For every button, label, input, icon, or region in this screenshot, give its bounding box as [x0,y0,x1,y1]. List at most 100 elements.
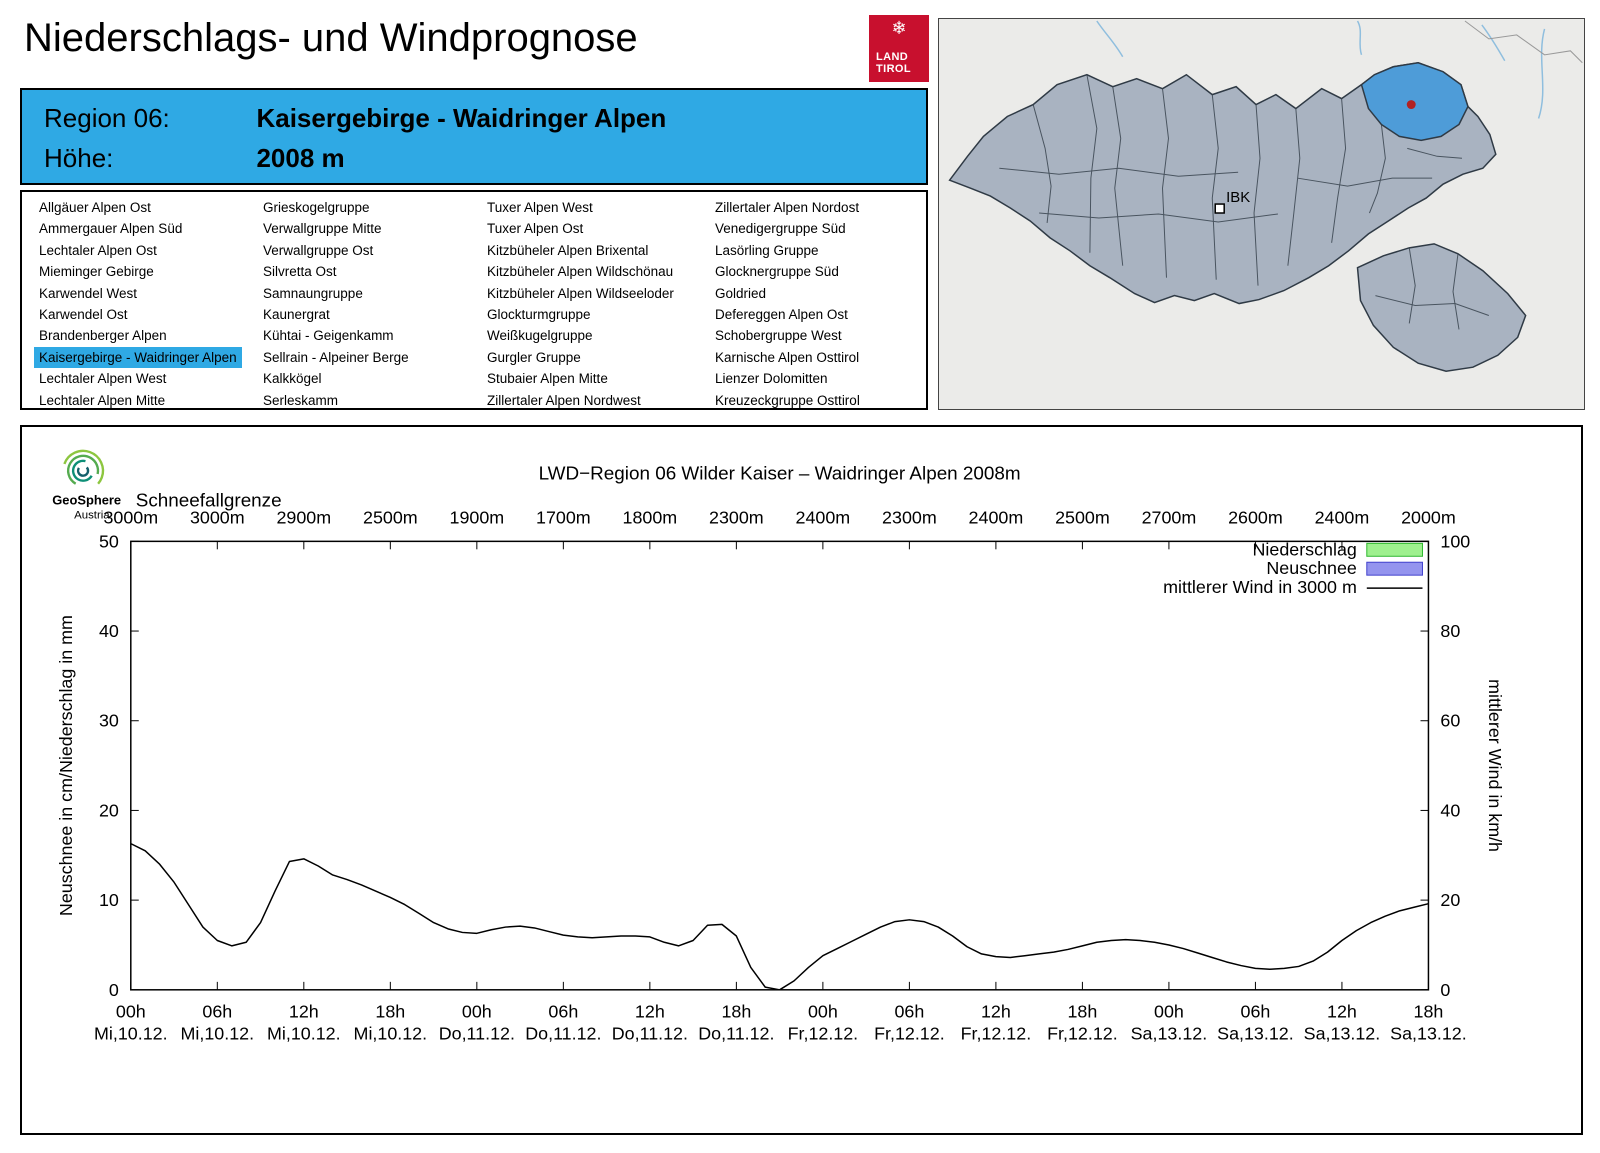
x-tick-date: Mi,10.12. [267,1024,341,1044]
x-tick-date: Sa,13.12. [1131,1024,1208,1044]
region-list-item[interactable]: Lechtaler Alpen Ost [39,242,157,258]
altitude-label: Höhe: [44,143,114,173]
river [1096,20,1124,58]
region-info-row: Region 06: Kaisergebirge - Waidringer Al… [44,103,916,134]
region-list-item[interactable]: Silvretta Ost [263,264,337,280]
region-list-item-selected[interactable]: Kaisergebirge - Waidringer Alpen [34,346,242,369]
geosphere-austria: Austria [74,509,110,521]
x-tick-date: Fr,12.12. [1047,1024,1118,1044]
y-tick-label-left: 0 [109,980,119,1000]
region-list-item[interactable]: Weißkugelgruppe [487,328,593,344]
region-list-item[interactable]: Kalkkögel [263,371,322,387]
region-list-item[interactable]: Tuxer Alpen West [487,200,593,215]
logo-line1: LAND [876,50,909,63]
region-list-item[interactable]: Lienzer Dolomitten [715,371,828,387]
y-tick-label-right: 100 [1440,531,1470,551]
country-border [1464,20,1583,64]
region-list-item[interactable]: Defereggen Alpen Ost [715,306,848,322]
legend-swatch [1366,561,1423,576]
x-tick-hour: 06h [548,1002,578,1022]
snowline-value: 2300m [709,507,764,527]
ibk-label: IBK [1226,189,1250,206]
x-tick-hour: 12h [635,1002,665,1022]
y-tick-label-left: 20 [99,800,119,820]
region-list-column: Grieskogelgruppe Verwallgruppe Mitte Verwa… [258,197,414,408]
snowline-value: 3000m [103,507,158,527]
x-tick-hour: 06h [1241,1002,1271,1022]
region-list-item[interactable]: Allgäuer Alpen Ost [39,200,151,215]
legend-label: mittlerer Wind in 3000 m [1163,577,1357,597]
snowline-value: 2400m [796,507,851,527]
logo-line2: TIROL [876,63,911,76]
x-tick-date: Fr,12.12. [788,1024,859,1044]
region-list-item[interactable]: Ammergauer Alpen Süd [39,221,183,237]
region-list-column: Zillertaler Alpen Nordost Venedigergruppe… [710,197,865,408]
region-list-item[interactable]: Kreuzeckgruppe Osttirol [715,392,860,408]
page-title: Niederschlags- und Windprognose [24,16,638,60]
altitude-value: 2008 m [256,143,345,173]
region-list-item[interactable]: Lechtaler Alpen Mitte [39,392,166,408]
region-name-value: Kaisergebirge - Waidringer Alpen [256,103,667,133]
region-list-item[interactable]: Goldried [715,285,767,301]
region-list-item[interactable]: Verwallgruppe Mitte [263,221,382,237]
region-list-item[interactable]: Schobergruppe West [715,328,842,344]
selected-region-marker [1406,100,1416,110]
map-region-selected[interactable] [1360,62,1469,142]
ibk-marker [1214,203,1225,214]
y-tick-label-right: 80 [1440,621,1460,641]
x-tick-hour: 00h [462,1002,492,1022]
chart-content: LWD−Region 06 Wilder Kaiser – Waidringer… [56,464,1505,1044]
region-list-item[interactable]: Venedigergruppe Süd [715,221,846,237]
region-list-item[interactable]: Karwendel Ost [39,306,128,322]
region-list-item[interactable]: Glocknergruppe Süd [715,264,839,280]
geosphere-wordmark: GeoSphere [52,493,121,508]
y-tick-label-right: 40 [1440,800,1460,820]
region-list-item[interactable]: Grieskogelgruppe [263,200,370,215]
region-list-item[interactable]: Stubaier Alpen Mitte [487,371,608,387]
snowline-value: 1800m [623,507,678,527]
plot-frame [130,540,1430,991]
region-list-item[interactable]: Serleskamm [263,392,339,408]
legend-label: Niederschlag [1253,539,1357,559]
region-list-item[interactable]: Brandenberger Alpen [39,328,167,344]
region-list-item[interactable]: Gurgler Gruppe [487,349,581,365]
land-tirol-logo: ❄ LAND TIROL [869,15,929,82]
x-tick-date: Do,11.12. [439,1024,515,1044]
snowline-value: 2700m [1142,507,1197,527]
altitude-info-row: Höhe: 2008 m [44,143,916,174]
region-list-item[interactable]: Karnische Alpen Osttirol [715,349,860,365]
region-list-item[interactable]: Lechtaler Alpen West [39,371,167,387]
forecast-chart: GeoSphere Austria LWD−Region 06 Wilder K… [52,449,1505,1044]
x-tick-date: Do,11.12. [612,1024,688,1044]
region-list-item[interactable]: Sellrain - Alpeiner Berge [263,349,409,365]
legend-label: Neuschnee [1266,558,1356,578]
y-axis-label-left: Neuschnee in cm/Niederschlag in mm [56,615,76,916]
map-subregion-borders [999,74,1463,286]
region-list-item[interactable]: Glockturmgruppe [487,306,591,322]
x-tick-hour: 18h [1067,1002,1097,1022]
region-list-item[interactable]: Karwendel West [39,285,138,301]
region-list-item[interactable]: Kitzbüheler Alpen Brixental [487,242,649,258]
region-list-item[interactable]: Kitzbüheler Alpen Wildseeloder [487,285,674,301]
region-list-item[interactable]: Tuxer Alpen Ost [487,221,584,237]
region-list-item[interactable]: Zillertaler Alpen Nordwest [487,392,641,408]
region-list-item[interactable]: Kaunergrat [263,306,330,322]
x-tick-hour: 18h [721,1002,751,1022]
region-list-item[interactable]: Samnaungruppe [263,285,363,301]
x-tick-date: Mi,10.12. [181,1024,255,1044]
map-region-east-tirol[interactable] [1356,243,1527,372]
wind-line [130,842,1429,991]
x-tick-date: Fr,12.12. [961,1024,1032,1044]
x-tick-hour: 06h [202,1002,232,1022]
x-tick-hour: 12h [981,1002,1011,1022]
region-list-item[interactable]: Lasörling Gruppe [715,242,819,258]
region-list-item[interactable]: Kühtai - Geigenkamm [263,328,394,344]
snowline-value: 3000m [190,507,245,527]
region-list-item[interactable]: Verwallgruppe Ost [263,242,374,258]
snowline-value: 1700m [536,507,591,527]
region-info-box: Region 06: Kaisergebirge - Waidringer Al… [20,88,928,185]
region-list-item[interactable]: Mieminger Gebirge [39,264,154,280]
region-list-item[interactable]: Zillertaler Alpen Nordost [715,200,860,215]
region-list-item[interactable]: Kitzbüheler Alpen Wildschönau [487,264,674,280]
